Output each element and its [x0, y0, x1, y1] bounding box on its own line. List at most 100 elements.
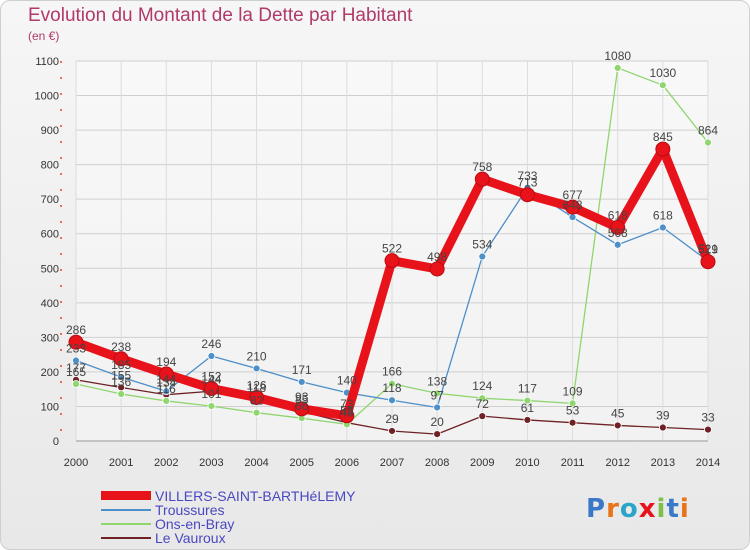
data-point [252, 408, 261, 417]
data-point [207, 402, 216, 411]
data-label: 61 [521, 401, 535, 415]
y-tick-label: 900 [41, 125, 59, 137]
data-label: 118 [382, 381, 401, 395]
x-tick-label: 2003 [199, 457, 223, 469]
data-label: 97 [430, 388, 444, 402]
y-tick-label: 400 [41, 298, 59, 310]
data-point [162, 397, 171, 405]
data-point [613, 64, 622, 72]
legend-swatch-troussures [101, 508, 151, 511]
data-label: 166 [382, 365, 402, 379]
data-point [207, 352, 216, 360]
data-point [72, 380, 80, 388]
data-point [162, 387, 171, 396]
x-tick-label: 2008 [425, 457, 449, 469]
data-label: 140 [337, 374, 357, 388]
data-label: 53 [340, 404, 354, 418]
data-label: 233 [66, 342, 86, 356]
legend-swatch-villers [101, 491, 151, 500]
data-point [429, 261, 445, 277]
chart-unit: (en €) [28, 29, 60, 43]
data-label: 33 [701, 411, 715, 425]
data-label: 210 [247, 349, 267, 363]
legend-item-le-vauroux: Le Vauroux [101, 530, 226, 546]
data-label: 618 [653, 209, 673, 223]
data-point [568, 399, 577, 408]
data-label: 124 [472, 379, 492, 393]
data-point [523, 396, 532, 405]
data-label: 118 [247, 381, 266, 395]
data-label: 20 [430, 415, 444, 429]
x-tick-label: 2013 [651, 457, 675, 469]
data-label: 66 [295, 399, 309, 413]
x-tick-label: 2014 [696, 457, 720, 469]
data-point [523, 416, 532, 424]
data-point [478, 412, 487, 421]
x-tick-label: 2004 [244, 457, 268, 469]
y-tick-label: 600 [41, 229, 59, 241]
data-point [474, 171, 490, 187]
x-tick-label: 2006 [335, 457, 359, 469]
y-tick-label: 100 [41, 401, 59, 413]
data-label: 48 [340, 405, 354, 419]
data-label: 82 [250, 394, 264, 408]
data-label: 134 [156, 376, 176, 390]
data-point [68, 334, 84, 350]
data-point [388, 427, 396, 435]
data-point [519, 187, 535, 203]
data-point [433, 403, 442, 412]
legend-swatch-le-vauroux [101, 536, 151, 539]
data-label: 85 [295, 393, 309, 407]
data-label: 733 [517, 169, 537, 183]
chart-title: Evolution du Montant de la Dette par Hab… [28, 5, 413, 26]
x-tick-label: 2007 [380, 457, 404, 469]
data-point [658, 81, 667, 90]
data-label: 29 [385, 412, 399, 426]
data-label: 246 [201, 337, 221, 351]
legend-item-villers: VILLERS-SAINT-BARTHéLEMY [101, 488, 355, 504]
data-label: 117 [518, 382, 537, 396]
proxiti-logo: Proxiti [586, 494, 690, 524]
data-point [249, 389, 265, 405]
data-label: 155 [111, 368, 131, 382]
data-label: 177 [66, 361, 86, 375]
data-point [658, 423, 667, 432]
data-point [203, 380, 219, 396]
y-tick-label: 700 [41, 194, 59, 206]
data-point [113, 351, 129, 367]
data-label: 101 [201, 387, 221, 401]
data-label: 109 [563, 384, 583, 398]
data-label: 845 [653, 130, 673, 144]
x-tick-label: 2001 [109, 457, 133, 469]
data-label: 194 [156, 355, 176, 369]
y-tick-label: 200 [41, 367, 59, 379]
data-label: 45 [611, 406, 625, 420]
data-label: 93 [295, 390, 309, 404]
x-tick-label: 2002 [154, 457, 178, 469]
legend-label-ons-en-bray: Ons-en-Bray [155, 515, 235, 532]
data-label: 144 [201, 372, 221, 386]
data-label: 1080 [604, 49, 631, 63]
data-label: 126 [247, 378, 267, 392]
data-label: 677 [563, 188, 583, 202]
legend-label-troussures: Troussures [155, 501, 225, 518]
x-tick-label: 2009 [470, 457, 494, 469]
data-point [700, 254, 716, 270]
data-point [478, 252, 487, 261]
data-label: 498 [427, 250, 447, 264]
y-tick-label: 1100 [35, 56, 59, 68]
x-tick-label: 2011 [561, 457, 585, 469]
data-label: 136 [111, 375, 131, 389]
data-point [339, 408, 355, 424]
data-point [704, 138, 712, 147]
data-point [613, 240, 622, 249]
data-point [297, 378, 306, 386]
data-label: 758 [472, 160, 492, 174]
data-point [565, 199, 581, 215]
data-label: 286 [66, 323, 86, 337]
data-label: 618 [608, 209, 628, 223]
data-point [478, 394, 487, 403]
x-tick-label: 2012 [605, 457, 629, 469]
data-label: 73 [340, 397, 354, 411]
